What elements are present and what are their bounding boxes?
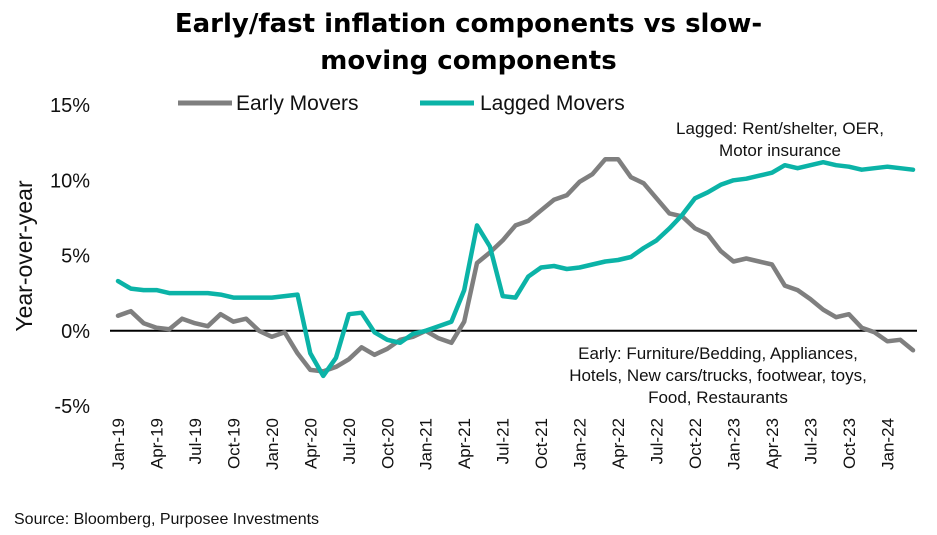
x-tick-label: Jan-23 <box>724 418 743 470</box>
x-axis: Jan-19 Apr-19 Jul-19 Oct-19 Jan-20 Apr-20 Jul-… <box>109 418 897 470</box>
x-tick-label: Jul-23 <box>801 418 820 464</box>
y-axis: -5% 0% 5% 10% 15% <box>50 95 90 418</box>
chart-title-line-1: Early/fast inflation components vs slow- <box>174 9 763 39</box>
annotation-lagged-line-2: Motor insurance <box>719 141 841 160</box>
x-tick-label: Apr-23 <box>763 418 782 469</box>
chart-title: Early/fast inflation components vs slow-… <box>0 6 937 80</box>
legend-label-early-movers: Early Movers <box>236 92 359 115</box>
x-tick-label: Jul-20 <box>340 418 359 464</box>
legend: Early Movers Lagged Movers <box>178 92 625 115</box>
x-tick-label: Jul-19 <box>186 418 205 464</box>
annotation-early-line-1: Early: Furniture/Bedding, Appliances, <box>578 344 858 363</box>
x-tick-label: Oct-20 <box>378 418 397 469</box>
x-tick-label: Jan-19 <box>109 418 128 470</box>
y-axis-title: Year-over-year <box>11 180 37 332</box>
annotation-early-line-3: Food, Restaurants <box>648 388 788 407</box>
x-tick-label: Apr-22 <box>609 418 628 469</box>
y-tick-label: 15% <box>50 95 90 117</box>
x-tick-label: Apr-20 <box>301 418 320 469</box>
x-tick-label: Jan-24 <box>878 418 897 470</box>
x-tick-label: Oct-23 <box>840 418 859 469</box>
x-tick-label: Jan-22 <box>571 418 590 470</box>
annotation-early: Early: Furniture/Bedding, Appliances, Ho… <box>528 343 908 409</box>
source-note: Source: Bloomberg, Purposee Investments <box>14 511 320 528</box>
chart-title-line-2: moving components <box>320 46 617 76</box>
y-tick-label: -5% <box>54 396 90 418</box>
y-tick-label: 0% <box>61 321 90 343</box>
x-tick-label: Apr-19 <box>147 418 166 469</box>
y-tick-label: 10% <box>50 170 90 192</box>
series-line-early-movers <box>115 156 916 374</box>
x-tick-label: Jul-21 <box>494 418 513 464</box>
x-tick-label: Oct-21 <box>532 418 551 469</box>
annotation-early-line-2: Hotels, New cars/trucks, footwear, toys, <box>569 366 867 385</box>
x-tick-label: Oct-19 <box>224 418 243 469</box>
annotation-lagged-line-1: Lagged: Rent/shelter, OER, <box>676 119 884 138</box>
series-layer <box>115 156 916 379</box>
x-tick-label: Jan-20 <box>263 418 282 470</box>
y-tick-label: 5% <box>61 246 90 268</box>
x-tick-label: Jul-22 <box>648 418 667 464</box>
legend-label-lagged-movers: Lagged Movers <box>480 92 625 115</box>
annotation-lagged: Lagged: Rent/shelter, OER, Motor insuran… <box>630 118 930 162</box>
x-tick-label: Apr-21 <box>455 418 474 469</box>
series-line-lagged-movers <box>115 159 916 379</box>
x-tick-label: Oct-22 <box>686 418 705 469</box>
x-tick-label: Jan-21 <box>417 418 436 470</box>
